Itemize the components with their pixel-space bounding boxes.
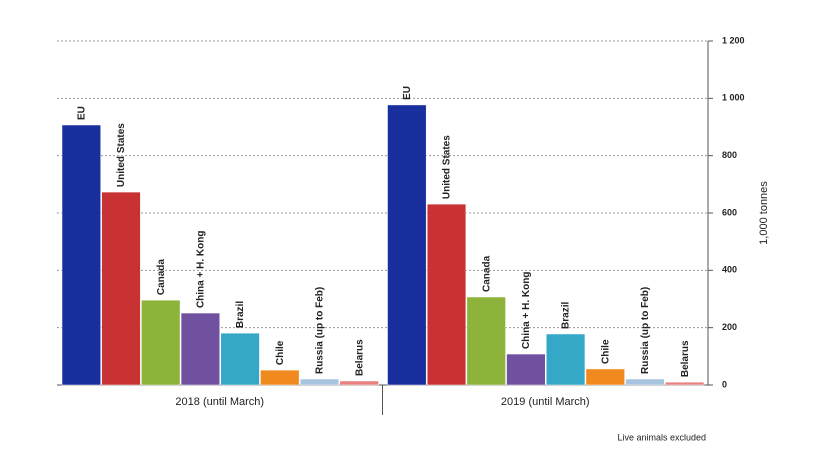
bar-label: EU (76, 106, 87, 120)
bar-label: Brazil (235, 301, 246, 328)
bar (426, 203, 467, 386)
bar-label: China + H. Kong (521, 272, 532, 350)
y-tick-label: 800 (722, 150, 737, 160)
y-tick-label: 0 (722, 379, 727, 389)
bar (585, 368, 625, 386)
bar-label: Russia (up to Feb) (640, 287, 651, 374)
y-tick-label: 200 (722, 322, 737, 332)
y-tick-label: 600 (722, 207, 737, 217)
bar-label: Russia (up to Feb) (315, 287, 326, 374)
bar (506, 353, 546, 386)
bar (339, 380, 379, 386)
bar (466, 296, 506, 386)
y-tick-label: 1 200 (722, 35, 745, 45)
bar (625, 378, 665, 386)
bar-label: China + H. Kong (196, 231, 207, 309)
bar-label: Chile (275, 340, 286, 365)
y-axis-title: 1,000 tonnes (758, 181, 770, 245)
bar-label: Chile (600, 339, 611, 364)
bar (665, 381, 705, 386)
bar (220, 332, 260, 386)
bar-label: Canada (481, 255, 492, 292)
y-tick-label: 400 (722, 265, 737, 275)
bar-label: Canada (156, 259, 167, 296)
bar (299, 378, 340, 386)
bar-label: United States (442, 135, 453, 199)
bar (101, 191, 141, 386)
bar (260, 369, 300, 386)
bar (61, 124, 101, 386)
bar-label: United States (116, 123, 127, 187)
bar-label: Brazil (561, 302, 572, 329)
note: Live animals excluded (617, 432, 706, 442)
bar-label: EU (402, 86, 413, 100)
x-tick-label: 2018 (until March) (175, 396, 264, 408)
x-tick-label: 2019 (until March) (501, 396, 590, 408)
bar-label: Belarus (354, 339, 365, 376)
bar (387, 104, 427, 386)
bar (180, 312, 220, 386)
bar (141, 299, 181, 386)
bar-label: Belarus (680, 340, 691, 377)
y-tick-label: 1 000 (722, 93, 745, 103)
bar (546, 333, 586, 386)
